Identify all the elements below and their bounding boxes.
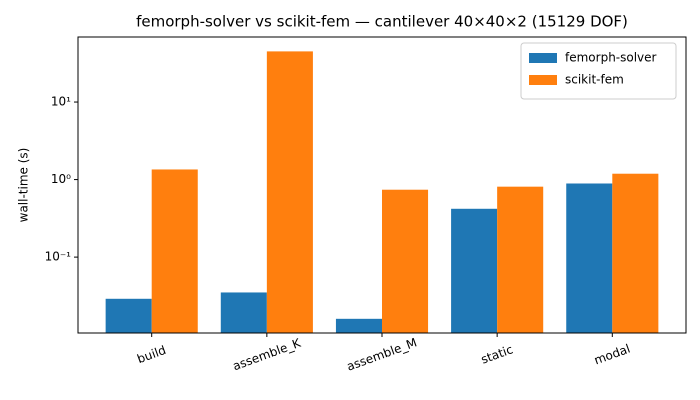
legend-swatch — [529, 53, 557, 63]
y-tick-label: 10¹ — [51, 95, 71, 109]
plot-frame — [77, 36, 687, 334]
bar — [612, 173, 659, 333]
y-tick-label: 10⁰ — [51, 172, 71, 186]
x-tick-label: assemble_M — [345, 335, 419, 373]
legend-swatch — [529, 75, 557, 85]
bar — [566, 183, 613, 333]
bar — [151, 169, 198, 333]
legend-box — [520, 42, 677, 100]
x-tick-label: assemble_K — [231, 335, 304, 373]
bar — [335, 318, 382, 333]
legend-label: femorph-solver — [565, 51, 657, 65]
bar — [451, 208, 498, 333]
x-tick-label: modal — [592, 342, 632, 368]
bar — [220, 292, 267, 333]
y-tick-label: 10⁻¹ — [45, 250, 72, 264]
bar — [497, 186, 544, 333]
x-tick-label: static — [479, 342, 515, 366]
y-axis-label: wall-time (s) — [17, 148, 31, 223]
chart-title: femorph-solver vs scikit-fem — cantileve… — [136, 13, 628, 31]
bar — [105, 298, 152, 333]
bar — [266, 51, 313, 334]
bar — [382, 189, 429, 333]
legend-label: scikit-fem — [565, 73, 624, 87]
x-tick-label: build — [135, 343, 168, 366]
legend: femorph-solver scikit-fem — [520, 42, 677, 100]
